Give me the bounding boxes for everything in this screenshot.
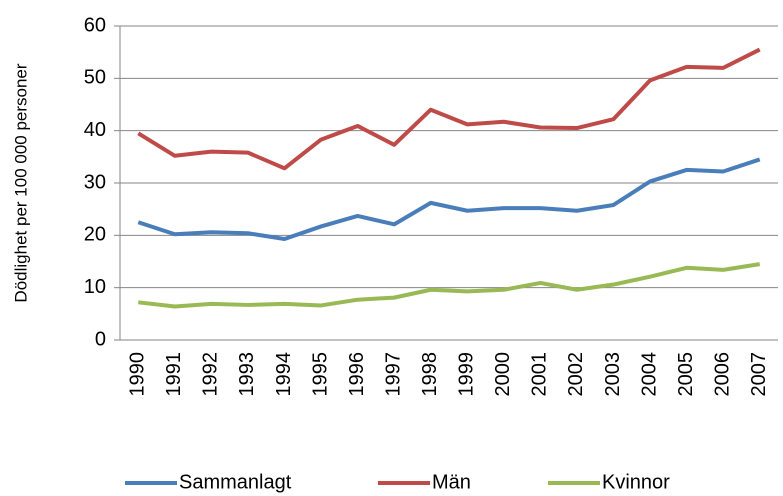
x-tick-label: 2001: [529, 352, 551, 397]
data-line: [137, 157, 761, 241]
x-tick-label: 1991: [163, 352, 185, 397]
y-tick-label: 20: [84, 224, 106, 246]
x-tick-label: 1998: [419, 352, 441, 397]
legend-label: Sammanlagt: [179, 471, 292, 493]
x-tick-label: 1992: [200, 352, 222, 397]
y-tick-label: 50: [84, 67, 106, 89]
x-tick-label: 1996: [346, 352, 368, 397]
x-tick-label: 2003: [602, 352, 624, 397]
legend-label: Kvinnor: [602, 471, 670, 493]
x-tick-label: 2006: [711, 352, 733, 397]
data-line: [138, 262, 761, 309]
y-tick-label: 0: [95, 328, 106, 350]
x-tick-label: 2000: [492, 352, 514, 397]
x-tick-label: 1997: [382, 352, 404, 397]
legend-label: Män: [432, 471, 471, 493]
data-line: [137, 47, 761, 171]
x-tick-label: 2007: [748, 352, 770, 397]
x-tick-label: 1993: [236, 352, 258, 397]
x-tick-label: 1995: [309, 352, 331, 397]
y-tick-label: 40: [84, 119, 106, 141]
y-tick-label: 60: [84, 14, 106, 36]
x-tick-label: 2005: [675, 352, 697, 397]
x-tick-label: 1999: [456, 352, 478, 397]
y-tick-label: 30: [84, 171, 106, 193]
y-tick-label: 10: [84, 276, 106, 298]
x-tick-label: 1994: [273, 352, 295, 397]
x-tick-label: 1990: [127, 352, 149, 397]
x-tick-label: 2004: [638, 352, 660, 397]
x-tick-label: 2002: [565, 352, 587, 397]
y-axis-label: Dödlighet per 100 000 personer: [11, 63, 30, 302]
